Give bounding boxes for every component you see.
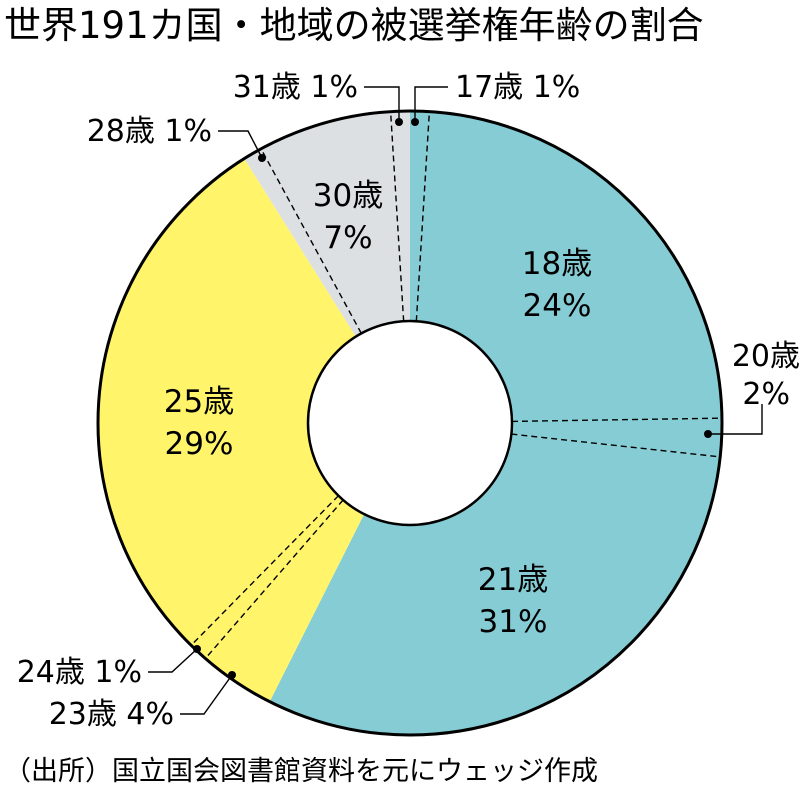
slice-label-percent-30: 7% <box>323 220 372 256</box>
slice-31-years <box>390 111 410 322</box>
callout-line-23 <box>180 674 233 715</box>
callout-label-age-20: 20歳 <box>732 339 800 374</box>
divider-line <box>511 417 722 423</box>
slice-21-years <box>269 434 721 736</box>
callout-dot-28 <box>258 154 266 162</box>
callout-dot-24 <box>193 645 201 653</box>
divider-line <box>511 433 721 458</box>
callout-line-28 <box>218 130 263 159</box>
slice-25-years <box>97 158 356 646</box>
divider-line <box>204 499 344 659</box>
callout-label-23: 23歳 4% <box>49 697 174 732</box>
slice-24-years <box>191 495 344 659</box>
slice-17-years <box>410 111 430 322</box>
callout-dot-17 <box>411 118 419 126</box>
slice-label-percent-21: 31% <box>479 604 548 640</box>
callout-label-24: 24歳 1% <box>17 655 142 690</box>
divider-line <box>260 148 362 334</box>
slice-28-years <box>244 148 362 337</box>
callout-line-20 <box>708 404 763 435</box>
slice-label-age-30: 30歳 <box>313 178 383 214</box>
callout-line-17 <box>414 86 448 122</box>
divider-line <box>415 111 431 322</box>
slice-label-percent-18: 24% <box>523 288 592 324</box>
divider-line <box>389 111 405 322</box>
donut-hole <box>306 319 514 527</box>
source-note: （出所）国立国会図書館資料を元にウェッジ作成 <box>4 756 598 787</box>
slice-30-years <box>261 111 404 334</box>
callout-dot-31 <box>395 118 403 126</box>
chart-title: 世界191カ国・地域の被選挙権年齢の割合 <box>4 4 704 47</box>
callout-label-percent-20: 2% <box>742 377 790 412</box>
slice-23-years <box>205 499 365 702</box>
callout-label-17: 17歳 1% <box>455 70 580 105</box>
slice-label-age-25: 25歳 <box>164 384 234 420</box>
callout-label-31: 31歳 1% <box>233 70 358 105</box>
donut-outer-outline <box>96 109 724 737</box>
callout-line-24 <box>148 648 198 673</box>
slice-label-age-18: 18歳 <box>522 246 592 282</box>
slice-label-percent-25: 29% <box>165 426 234 462</box>
divider-line <box>190 495 339 646</box>
callout-line-31 <box>364 86 400 122</box>
callout-dot-23 <box>228 671 236 679</box>
donut-slices <box>97 111 722 736</box>
slice-label-age-21: 21歳 <box>478 562 548 598</box>
callout-dot-20 <box>704 430 712 438</box>
slice-18-years <box>416 111 722 422</box>
callout-label-28: 28歳 1% <box>87 114 212 149</box>
slice-dividers <box>190 111 722 659</box>
slice-20-years <box>511 418 722 457</box>
